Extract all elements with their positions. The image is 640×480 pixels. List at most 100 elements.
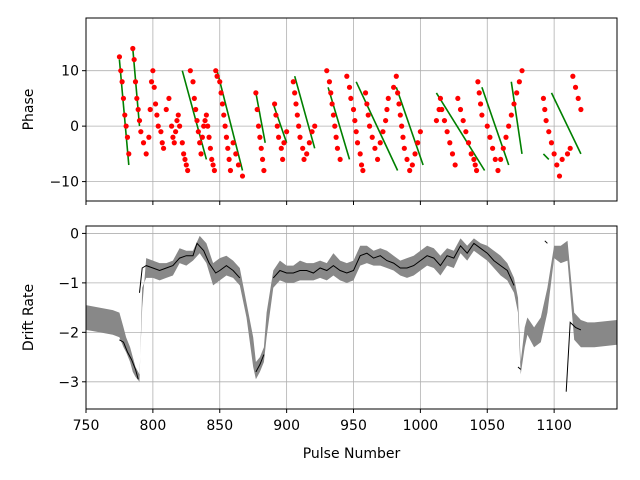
data-point xyxy=(344,73,350,79)
fit-line xyxy=(181,70,208,160)
data-point xyxy=(476,90,482,96)
data-point xyxy=(124,134,131,140)
data-point xyxy=(185,167,191,174)
data-point xyxy=(132,79,139,85)
data-point xyxy=(572,84,579,90)
y-tick-label: 0 xyxy=(70,226,79,242)
y-tick-label: 0 xyxy=(70,119,79,135)
data-point xyxy=(417,129,423,135)
data-point xyxy=(567,145,573,151)
data-point xyxy=(239,173,246,179)
data-point xyxy=(460,117,466,124)
data-point xyxy=(166,95,172,102)
y-tick-label: 10 xyxy=(61,64,79,80)
drift-rate-line xyxy=(272,242,515,286)
data-point xyxy=(130,45,136,52)
data-point xyxy=(306,140,312,146)
fit-line xyxy=(550,92,582,155)
x-tick-label: 1100 xyxy=(536,418,572,434)
data-point xyxy=(253,90,259,96)
data-point xyxy=(155,123,161,129)
data-point xyxy=(337,156,343,163)
data-point xyxy=(233,151,239,157)
data-point xyxy=(437,95,444,102)
x-tick-label: 850 xyxy=(206,418,233,434)
data-point xyxy=(131,56,137,63)
drift-rate-line xyxy=(544,240,548,244)
data-point xyxy=(508,112,514,118)
data-point xyxy=(123,123,129,129)
data-point xyxy=(551,151,557,157)
data-point xyxy=(147,106,153,113)
data-point xyxy=(397,112,403,118)
data-point xyxy=(173,129,179,135)
data-point xyxy=(182,156,188,163)
data-point xyxy=(352,117,358,124)
data-point xyxy=(191,95,197,102)
data-point xyxy=(395,90,401,96)
fit-line xyxy=(435,92,486,171)
data-point xyxy=(254,106,260,113)
uncertainty-band xyxy=(86,235,617,382)
x-tick-label: 800 xyxy=(140,418,167,434)
data-point xyxy=(449,151,456,157)
data-point xyxy=(207,145,213,151)
data-point xyxy=(447,140,453,146)
data-point xyxy=(284,129,290,135)
data-point xyxy=(230,140,236,146)
data-point xyxy=(384,106,390,113)
data-point xyxy=(163,106,169,113)
y-axis-label: Phase xyxy=(21,89,37,131)
data-point xyxy=(179,140,185,146)
panel-2 xyxy=(82,225,618,413)
data-point xyxy=(334,145,341,151)
data-point xyxy=(346,84,353,90)
data-point xyxy=(261,167,267,174)
data-point xyxy=(452,162,458,168)
data-point xyxy=(183,162,189,168)
data-point xyxy=(217,79,223,85)
data-point xyxy=(187,68,193,74)
fit-line xyxy=(272,103,288,144)
data-point xyxy=(457,106,464,113)
data-point xyxy=(455,95,461,102)
data-point xyxy=(396,101,402,107)
data-point xyxy=(274,123,280,129)
data-point xyxy=(138,129,144,135)
data-point xyxy=(329,101,335,107)
drift-rate-line xyxy=(119,339,139,380)
y-tick-label: −2 xyxy=(58,325,79,341)
data-point xyxy=(543,117,549,124)
data-point xyxy=(222,123,228,129)
data-point xyxy=(559,156,565,163)
data-point xyxy=(409,162,415,168)
data-point xyxy=(472,162,478,168)
data-point xyxy=(332,123,338,129)
data-point xyxy=(126,151,132,157)
x-tick-label: 1050 xyxy=(469,418,505,434)
data-point xyxy=(309,129,315,135)
data-point xyxy=(134,95,140,102)
drift-rate-line xyxy=(255,354,265,373)
data-point xyxy=(548,140,555,146)
data-point xyxy=(578,106,584,113)
x-tick-label: 950 xyxy=(340,418,367,434)
data-point xyxy=(366,123,373,129)
data-point xyxy=(194,117,200,124)
data-point xyxy=(146,134,152,140)
data-point xyxy=(519,68,525,74)
data-point xyxy=(255,123,262,129)
data-point xyxy=(210,162,216,168)
fit-line xyxy=(355,81,399,171)
data-point xyxy=(227,167,234,174)
data-point xyxy=(226,156,232,163)
data-point xyxy=(575,95,581,102)
data-point xyxy=(542,106,548,113)
y-tick-label: −10 xyxy=(49,175,79,191)
drift-rate-line xyxy=(139,242,241,293)
data-point xyxy=(350,106,357,113)
data-point xyxy=(280,156,286,163)
data-point xyxy=(490,145,496,151)
